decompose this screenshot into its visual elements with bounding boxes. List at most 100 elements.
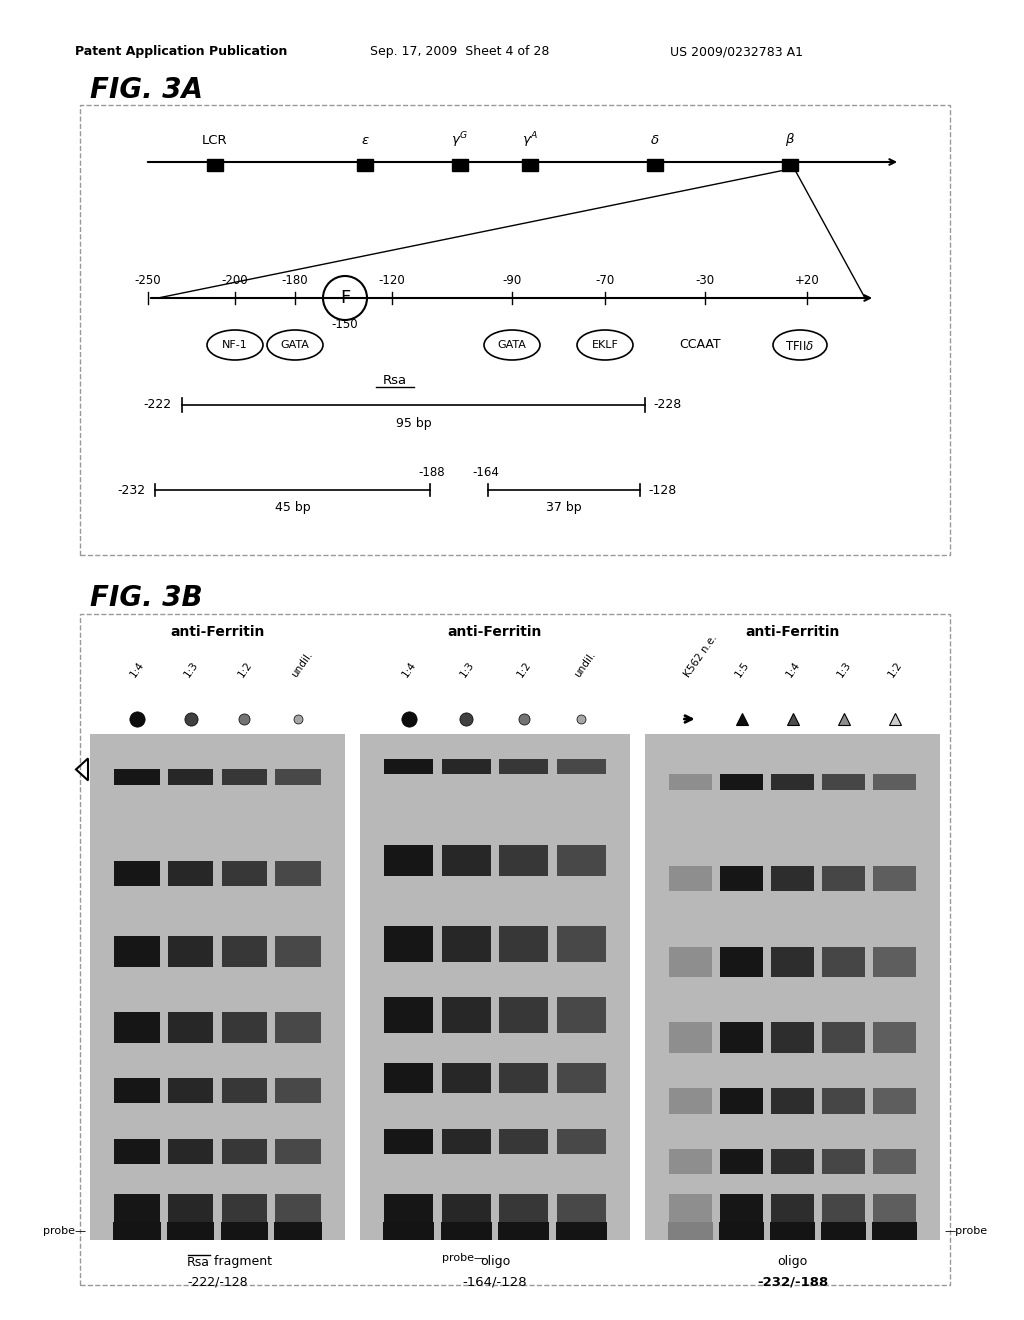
Bar xyxy=(500,1129,548,1154)
Bar xyxy=(441,845,490,875)
Text: 37 bp: 37 bp xyxy=(546,502,582,515)
Bar xyxy=(114,1078,160,1104)
Bar xyxy=(872,1222,916,1239)
Bar xyxy=(383,1222,434,1239)
Text: anti-Ferritin: anti-Ferritin xyxy=(447,624,542,639)
Text: $\gamma^A$: $\gamma^A$ xyxy=(522,131,538,149)
Bar xyxy=(114,770,160,784)
Bar xyxy=(770,1222,815,1239)
Bar xyxy=(221,1222,268,1239)
Text: fragment: fragment xyxy=(210,1255,271,1269)
Text: GATA: GATA xyxy=(281,341,309,350)
Bar xyxy=(80,614,950,1284)
Bar xyxy=(221,770,267,784)
Text: +20: +20 xyxy=(795,273,819,286)
Bar xyxy=(720,775,763,789)
Bar xyxy=(452,158,468,172)
Bar xyxy=(384,1195,433,1230)
Text: Rsa: Rsa xyxy=(383,375,408,388)
Text: -164/-128: -164/-128 xyxy=(463,1275,527,1288)
Bar xyxy=(167,1222,214,1239)
Bar xyxy=(720,1023,763,1053)
Bar xyxy=(275,936,321,966)
Bar xyxy=(500,927,548,962)
Bar xyxy=(168,1078,213,1104)
Bar xyxy=(669,1088,712,1114)
Bar xyxy=(719,1222,764,1239)
Text: 1:3: 1:3 xyxy=(458,660,476,678)
Text: -180: -180 xyxy=(282,273,308,286)
Text: undil.: undil. xyxy=(290,649,315,678)
Text: -30: -30 xyxy=(695,273,715,286)
Bar xyxy=(221,1012,267,1043)
Bar xyxy=(384,997,433,1032)
Bar xyxy=(872,866,916,891)
Bar xyxy=(168,936,213,966)
Bar xyxy=(771,1148,814,1175)
Bar xyxy=(221,861,267,886)
Bar xyxy=(782,158,798,172)
Bar xyxy=(557,997,605,1032)
Text: $\varepsilon$: $\varepsilon$ xyxy=(360,133,370,147)
Text: probe—: probe— xyxy=(442,1253,485,1263)
Text: -250: -250 xyxy=(135,273,162,286)
Bar xyxy=(822,946,865,977)
Bar xyxy=(168,1012,213,1043)
Bar xyxy=(522,158,538,172)
Bar xyxy=(207,158,223,172)
Text: 1:4: 1:4 xyxy=(129,660,146,678)
Bar xyxy=(557,759,605,775)
Text: -90: -90 xyxy=(503,273,521,286)
Bar xyxy=(556,1222,606,1239)
Bar xyxy=(441,759,490,775)
Bar xyxy=(771,1023,814,1053)
Bar xyxy=(384,1129,433,1154)
Text: -128: -128 xyxy=(648,483,676,496)
Bar xyxy=(357,158,373,172)
Text: 1:3: 1:3 xyxy=(836,660,853,678)
Bar xyxy=(500,1063,548,1093)
Bar xyxy=(669,1023,712,1053)
Bar xyxy=(441,1063,490,1093)
Text: -200: -200 xyxy=(221,273,248,286)
Bar xyxy=(221,1195,267,1225)
Text: CCAAT: CCAAT xyxy=(679,338,721,351)
Bar xyxy=(720,866,763,891)
Text: 1:4: 1:4 xyxy=(784,660,802,678)
Text: -164: -164 xyxy=(472,466,500,479)
Bar xyxy=(114,1012,160,1043)
Bar xyxy=(872,1148,916,1175)
Bar xyxy=(821,1222,866,1239)
Text: -70: -70 xyxy=(595,273,614,286)
Text: -228: -228 xyxy=(653,399,681,412)
Bar xyxy=(221,1139,267,1164)
Bar xyxy=(275,1195,321,1225)
Bar xyxy=(114,936,160,966)
Text: $\gamma^G$: $\gamma^G$ xyxy=(452,131,469,149)
Text: anti-Ferritin: anti-Ferritin xyxy=(745,624,840,639)
Text: anti-Ferritin: anti-Ferritin xyxy=(170,624,264,639)
Bar xyxy=(114,861,160,886)
Bar xyxy=(275,861,321,886)
Text: 1:2: 1:2 xyxy=(887,660,904,678)
Bar xyxy=(275,1078,321,1104)
Text: US 2009/0232783 A1: US 2009/0232783 A1 xyxy=(670,45,803,58)
Bar xyxy=(384,927,433,962)
Text: LCR: LCR xyxy=(202,133,227,147)
Bar xyxy=(557,927,605,962)
Bar xyxy=(168,861,213,886)
Text: -150: -150 xyxy=(332,318,358,330)
Text: 1:3: 1:3 xyxy=(182,660,201,678)
Bar xyxy=(275,1012,321,1043)
Bar xyxy=(114,1195,160,1225)
Bar xyxy=(647,158,663,172)
Bar xyxy=(669,1195,712,1225)
Bar xyxy=(274,1222,322,1239)
Bar xyxy=(441,1129,490,1154)
Bar xyxy=(771,866,814,891)
Text: -222: -222 xyxy=(144,399,172,412)
Text: -232/-188: -232/-188 xyxy=(757,1275,828,1288)
Text: -188: -188 xyxy=(419,466,445,479)
Bar xyxy=(557,1129,605,1154)
Bar xyxy=(720,946,763,977)
